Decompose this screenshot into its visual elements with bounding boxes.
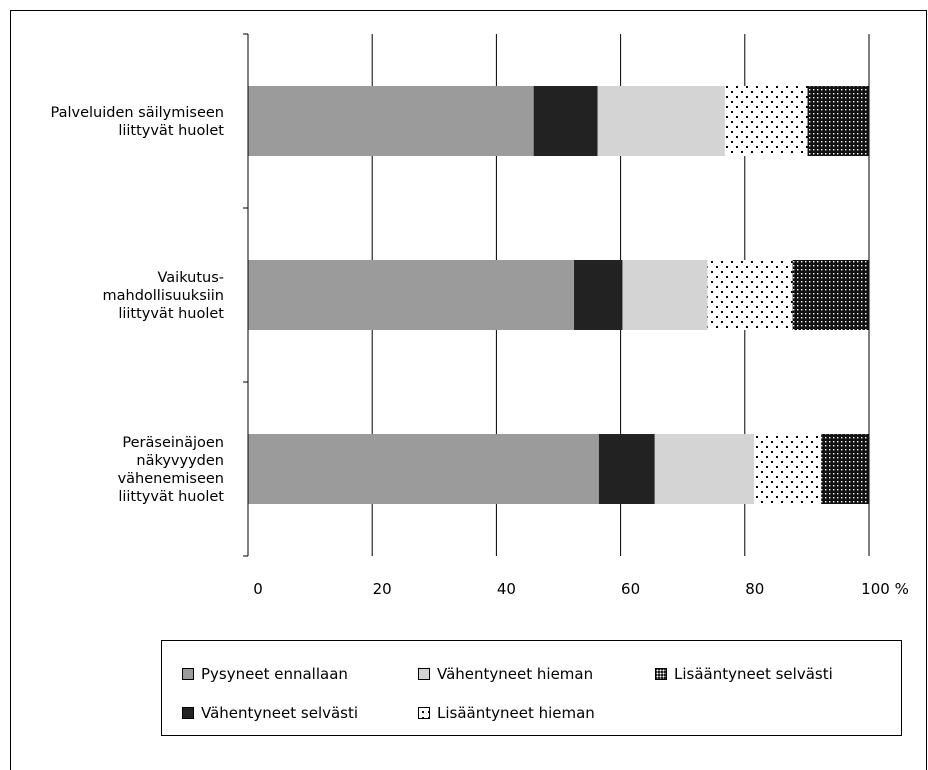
legend-swatch-pysyneet-ennallaan: [182, 668, 194, 680]
legend-item-vahentyneet-hieman: Vähentyneet hieman: [418, 665, 593, 683]
legend-swatch-lisaantyneet-selvasti: [655, 668, 667, 680]
x-tick-label-5: 100 %: [861, 580, 909, 598]
category-label-0: Palveluiden säilymiseen liittyvät huolet: [51, 105, 225, 139]
bar-lisaantyneet-selvasti-0: [807, 86, 869, 156]
bar-lisaantyneet-hieman-1: [707, 260, 793, 330]
legend-swatch-vahentyneet-hieman: [418, 668, 430, 680]
legend-label-vahentyneet-hieman: Vähentyneet hieman: [437, 665, 594, 683]
bar-vahentyneet-hieman-0: [597, 86, 725, 156]
legend-item-lisaantyneet-hieman: Lisääntyneet hieman: [418, 704, 595, 722]
bar-lisaantyneet-selvasti-1: [792, 260, 869, 330]
x-tick-label-4: 80: [745, 580, 764, 598]
bar-lisaantyneet-selvasti-2: [821, 434, 869, 504]
legend-label-vahentyneet-selvasti: Vähentyneet selvästi: [201, 704, 359, 722]
legend-label-lisaantyneet-selvasti: Lisääntyneet selvästi: [674, 665, 833, 683]
x-tick-label-2: 40: [497, 580, 516, 598]
bar-vahentyneet-selvasti-1: [574, 260, 623, 330]
x-tick-label-3: 60: [621, 580, 640, 598]
legend-swatch-vahentyneet-selvasti: [182, 707, 194, 719]
legend-swatch-lisaantyneet-hieman: [418, 707, 430, 719]
axis-layer: [243, 33, 249, 557]
bar-pysyneet-ennallaan-2: [248, 434, 599, 504]
bar-lisaantyneet-hieman-0: [724, 86, 808, 156]
bar-lisaantyneet-hieman-2: [754, 434, 822, 504]
bar-layer: [248, 86, 869, 504]
category-label-2: Peräseinäjoen näkyvyyden vähenemiseen liitt…: [118, 435, 225, 505]
label-layer: Palveluiden säilymiseen liittyvät huolet V…: [51, 105, 909, 598]
x-tick-label-0: 0: [253, 580, 263, 598]
chart-frame: [10, 10, 927, 770]
legend: Pysyneet ennallaan Vähentyneet hieman Li…: [161, 640, 902, 736]
bar-pysyneet-ennallaan-0: [248, 86, 534, 156]
legend-label-pysyneet-ennallaan: Pysyneet ennallaan: [201, 665, 348, 683]
bar-vahentyneet-selvasti-2: [598, 434, 655, 504]
legend-item-pysyneet-ennallaan: Pysyneet ennallaan: [182, 665, 348, 683]
stacked-bar-chart: Palveluiden säilymiseen liittyvät huolet V…: [51, 33, 909, 598]
bar-vahentyneet-selvasti-0: [533, 86, 598, 156]
legend-item-vahentyneet-selvasti: Vähentyneet selvästi: [182, 704, 358, 722]
legend-label-lisaantyneet-hieman: Lisääntyneet hieman: [437, 704, 595, 722]
bar-pysyneet-ennallaan-1: [248, 260, 575, 330]
category-label-1: Vaikutus-mahdollisuuksiin liittyvät huole…: [103, 270, 225, 322]
bar-vahentyneet-hieman-2: [654, 434, 755, 504]
x-tick-label-1: 20: [373, 580, 392, 598]
bar-vahentyneet-hieman-1: [622, 260, 708, 330]
legend-item-lisaantyneet-selvasti: Lisääntyneet selvästi: [655, 665, 833, 683]
